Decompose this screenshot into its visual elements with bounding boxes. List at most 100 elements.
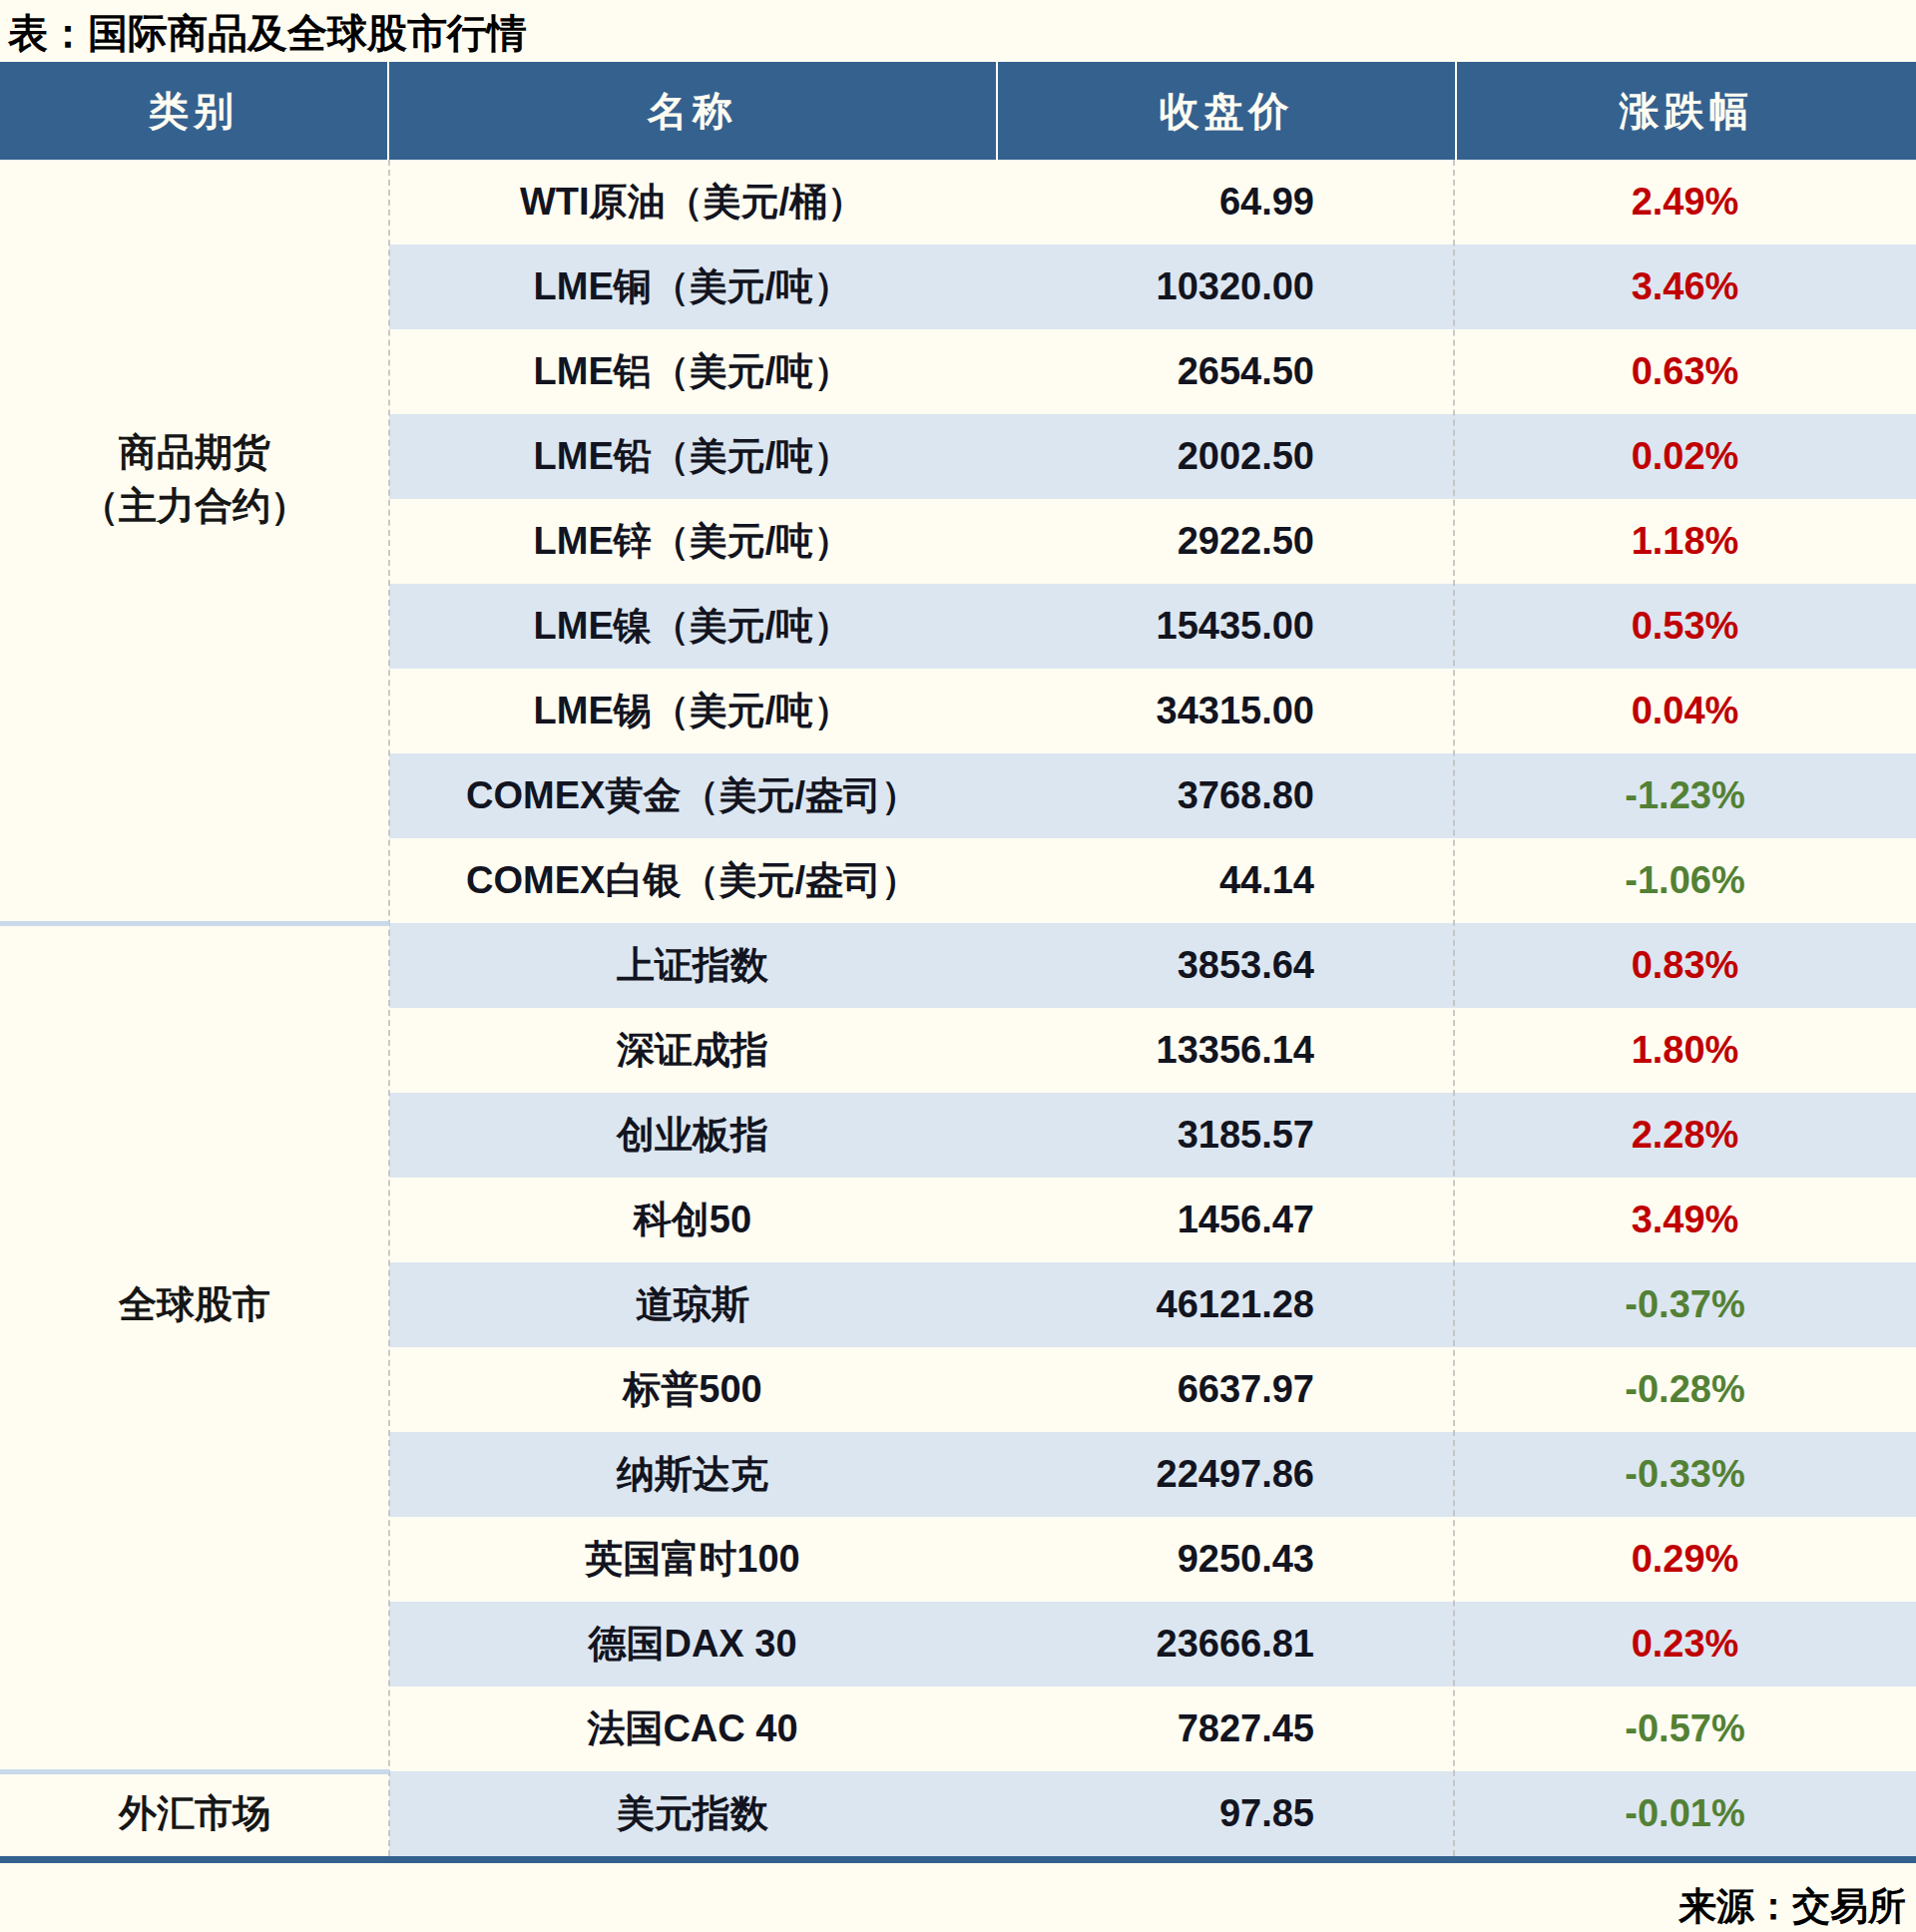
table-row: LME铜（美元/吨）10320.003.46%: [0, 244, 1916, 329]
category-cell: [0, 1093, 389, 1178]
table-row: 创业板指3185.572.28%: [0, 1093, 1916, 1178]
close-price-cell: 9250.43: [996, 1517, 1454, 1602]
change-percent-cell: 1.18%: [1454, 499, 1916, 584]
change-percent-cell: 1.80%: [1454, 1008, 1916, 1093]
change-percent-cell: -0.37%: [1454, 1262, 1916, 1347]
close-price-cell: 3768.80: [996, 753, 1454, 838]
column-divider-dashed-1: [388, 160, 390, 1856]
instrument-name-cell: 标普500: [389, 1347, 996, 1432]
change-percent-cell: -0.01%: [1454, 1771, 1916, 1856]
table-row: 上证指数3853.640.83%: [0, 923, 1916, 1008]
table-row: LME镍（美元/吨）15435.000.53%: [0, 584, 1916, 669]
category-cell: [0, 669, 389, 753]
table-body: WTI原油（美元/桶）64.992.49%LME铜（美元/吨）10320.003…: [0, 160, 1916, 1856]
table-row: 标普5006637.97-0.28%: [0, 1347, 1916, 1432]
category-cell: [0, 160, 389, 244]
instrument-name-cell: 英国富时100: [389, 1517, 996, 1602]
close-price-cell: 46121.28: [996, 1262, 1454, 1347]
category-cell: [0, 329, 389, 414]
instrument-name-cell: LME镍（美元/吨）: [389, 584, 996, 669]
close-price-cell: 1456.47: [996, 1178, 1454, 1262]
category-cell: [0, 1602, 389, 1687]
category-cell: [0, 244, 389, 329]
category-label-line: 全球股市: [0, 1277, 389, 1331]
instrument-name-cell: 深证成指: [389, 1008, 996, 1093]
category-label-forex: 外汇市场: [0, 1786, 389, 1840]
close-price-cell: 97.85: [996, 1771, 1454, 1856]
close-price-cell: 23666.81: [996, 1602, 1454, 1687]
instrument-name-cell: 德国DAX 30: [389, 1602, 996, 1687]
instrument-name-cell: 创业板指: [389, 1093, 996, 1178]
table-row: 英国富时1009250.430.29%: [0, 1517, 1916, 1602]
table-row: COMEX黄金（美元/盎司）3768.80-1.23%: [0, 753, 1916, 838]
close-price-cell: 22497.86: [996, 1432, 1454, 1517]
change-percent-cell: -0.33%: [1454, 1432, 1916, 1517]
table-row: COMEX白银（美元/盎司）44.14-1.06%: [0, 838, 1916, 923]
category-cell: [0, 1432, 389, 1517]
change-percent-cell: 0.83%: [1454, 923, 1916, 1008]
instrument-name-cell: 上证指数: [389, 923, 996, 1008]
instrument-name-cell: LME铅（美元/吨）: [389, 414, 996, 499]
change-percent-cell: 2.49%: [1454, 160, 1916, 244]
category-label-commodity-futures: 商品期货 （主力合约）: [0, 425, 389, 533]
category-label-global-stocks: 全球股市: [0, 1277, 389, 1331]
close-price-cell: 2654.50: [996, 329, 1454, 414]
section-divider-commodities-stocks: [0, 921, 389, 926]
header-cell-name: 名称: [389, 62, 996, 160]
close-price-cell: 34315.00: [996, 669, 1454, 753]
instrument-name-cell: LME锡（美元/吨）: [389, 669, 996, 753]
change-percent-cell: 0.04%: [1454, 669, 1916, 753]
close-price-cell: 6637.97: [996, 1347, 1454, 1432]
instrument-name-cell: WTI原油（美元/桶）: [389, 160, 996, 244]
table-row: 纳斯达克22497.86-0.33%: [0, 1432, 1916, 1517]
instrument-name-cell: COMEX黄金（美元/盎司）: [389, 753, 996, 838]
change-percent-cell: 0.63%: [1454, 329, 1916, 414]
close-price-cell: 13356.14: [996, 1008, 1454, 1093]
table-row: 深证成指13356.141.80%: [0, 1008, 1916, 1093]
close-price-cell: 64.99: [996, 160, 1454, 244]
category-cell: [0, 1347, 389, 1432]
instrument-name-cell: LME铜（美元/吨）: [389, 244, 996, 329]
category-label-line: （主力合约）: [0, 479, 389, 533]
change-percent-cell: 2.28%: [1454, 1093, 1916, 1178]
close-price-cell: 7827.45: [996, 1687, 1454, 1771]
table-bottom-border: [0, 1856, 1916, 1863]
instrument-name-cell: LME铝（美元/吨）: [389, 329, 996, 414]
instrument-name-cell: COMEX白银（美元/盎司）: [389, 838, 996, 923]
header-cell-close: 收盘价: [998, 62, 1455, 160]
change-percent-cell: -1.06%: [1454, 838, 1916, 923]
source-note: 来源：交易所: [0, 1863, 1916, 1932]
instrument-name-cell: 科创50: [389, 1178, 996, 1262]
table-row: LME锡（美元/吨）34315.000.04%: [0, 669, 1916, 753]
close-price-cell: 44.14: [996, 838, 1454, 923]
table-row: 法国CAC 407827.45-0.57%: [0, 1687, 1916, 1771]
section-divider-stocks-forex: [0, 1769, 389, 1774]
table-row: 科创501456.473.49%: [0, 1178, 1916, 1262]
category-cell: [0, 1687, 389, 1771]
change-percent-cell: 3.46%: [1454, 244, 1916, 329]
close-price-cell: 2002.50: [996, 414, 1454, 499]
close-price-cell: 10320.00: [996, 244, 1454, 329]
change-percent-cell: -1.23%: [1454, 753, 1916, 838]
category-cell: [0, 1178, 389, 1262]
category-cell: [0, 1517, 389, 1602]
instrument-name-cell: 美元指数: [389, 1771, 996, 1856]
instrument-name-cell: 道琼斯: [389, 1262, 996, 1347]
change-percent-cell: 0.29%: [1454, 1517, 1916, 1602]
instrument-name-cell: LME锌（美元/吨）: [389, 499, 996, 584]
table-row: WTI原油（美元/桶）64.992.49%: [0, 160, 1916, 244]
change-percent-cell: 0.23%: [1454, 1602, 1916, 1687]
header-cell-category: 类别: [0, 62, 387, 160]
change-percent-cell: 0.02%: [1454, 414, 1916, 499]
category-label-line: 外汇市场: [0, 1786, 389, 1840]
change-percent-cell: 0.53%: [1454, 584, 1916, 669]
close-price-cell: 2922.50: [996, 499, 1454, 584]
category-cell: [0, 584, 389, 669]
change-percent-cell: -0.28%: [1454, 1347, 1916, 1432]
close-price-cell: 3853.64: [996, 923, 1454, 1008]
header-cell-change: 涨跌幅: [1457, 62, 1916, 160]
category-cell: [0, 923, 389, 1008]
category-cell: [0, 753, 389, 838]
instrument-name-cell: 法国CAC 40: [389, 1687, 996, 1771]
table-header-row: 类别 名称 收盘价 涨跌幅: [0, 62, 1916, 160]
